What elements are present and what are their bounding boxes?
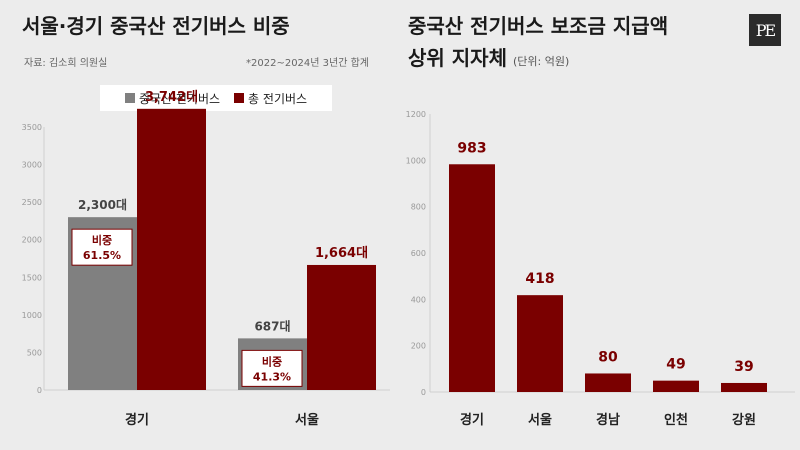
period-note: *2022~2024년 3년간 합계 <box>246 58 369 69</box>
bar-subsidy <box>721 382 767 392</box>
legend-swatch-total <box>234 93 245 103</box>
y-tick-label: 800 <box>411 203 426 212</box>
y-tick-label: 1200 <box>406 110 426 119</box>
y-tick-label: 1000 <box>22 311 42 320</box>
data-label: 49 <box>666 357 685 373</box>
y-tick-label: 2000 <box>22 236 42 245</box>
x-category-label: 경남 <box>596 412 620 428</box>
data-label: 39 <box>734 359 753 375</box>
share-box-value: 61.5% <box>83 249 121 262</box>
y-tick-label: 1000 <box>406 156 426 165</box>
bar-subsidy <box>585 373 631 392</box>
data-label-china: 687대 <box>254 319 290 333</box>
y-tick-label: 3000 <box>22 161 42 170</box>
legend-item-total: 총 전기버스 <box>234 90 307 107</box>
right-chart-title-line1: 중국산 전기버스 보조금 지급액 <box>408 14 669 38</box>
bar-subsidy <box>449 164 495 392</box>
data-label-total: 1,664대 <box>315 246 368 261</box>
x-category-label: 강원 <box>732 412 756 428</box>
x-category-label: 경기 <box>125 412 149 428</box>
y-tick-label: 0 <box>421 388 426 397</box>
source-note: 자료: 김소희 의원실 <box>24 58 108 69</box>
left-legend: 중국산 전기버스 총 전기버스 <box>100 85 332 111</box>
share-box-title: 비중 <box>262 354 282 368</box>
bar-total <box>137 108 206 390</box>
legend-label-china: 중국산 전기버스 <box>138 91 221 106</box>
publisher-logo: PE <box>749 14 781 46</box>
x-category-label: 경기 <box>460 412 484 428</box>
y-tick-label: 200 <box>411 342 426 351</box>
data-label-total: 3,742대 <box>145 90 198 105</box>
y-tick-label: 600 <box>411 249 426 258</box>
bar-subsidy <box>653 380 699 392</box>
right-panel: 중국산 전기버스 보조금 지급액 상위 지자체 (단위: 억원) 0 200 400 6… <box>400 0 800 450</box>
legend-label-total: 총 전기버스 <box>248 91 308 106</box>
bar-subsidy <box>517 295 563 392</box>
left-chart-title: 서울·경기 중국산 전기버스 비중 <box>22 14 290 38</box>
y-tick-label: 400 <box>411 295 426 304</box>
x-category-label: 인천 <box>664 412 688 428</box>
y-tick-label: 500 <box>27 348 42 357</box>
x-category-label: 서울 <box>528 412 552 428</box>
y-tick-label: 0 <box>37 386 42 395</box>
left-panel: 서울·경기 중국산 전기버스 비중 자료: 김소희 의원실 *2022~2024… <box>22 14 390 428</box>
legend-swatch-china <box>124 93 135 103</box>
data-label: 80 <box>598 349 618 365</box>
bar-total <box>307 264 376 390</box>
data-label-china: 2,300대 <box>78 198 127 212</box>
right-chart-title-line2-text: 상위 지자체 <box>408 46 507 70</box>
x-category-label: 서울 <box>295 412 319 428</box>
right-chart-title-line2: 상위 지자체 (단위: 억원) <box>408 44 569 76</box>
share-box-value: 41.3% <box>253 370 291 383</box>
right-bar-chart: 0 200 400 600 800 1000 1200 983 경기 418 서울 80 경남 49 인천 3… <box>406 110 795 428</box>
share-box <box>71 228 133 266</box>
y-tick-label: 3500 <box>22 123 42 132</box>
y-tick-label: 1500 <box>22 273 42 282</box>
data-label: 418 <box>525 271 554 287</box>
unit-label: (단위: 억원) <box>512 55 570 68</box>
legend-item-china: 중국산 전기버스 <box>124 90 221 107</box>
share-box-title: 비중 <box>92 233 112 247</box>
share-box <box>241 349 303 387</box>
y-tick-label: 2500 <box>22 198 42 207</box>
left-bar-chart: 0 500 1000 1500 2000 2500 3000 3500 2,300대 3,742대… <box>22 90 390 428</box>
data-label: 983 <box>457 140 486 156</box>
